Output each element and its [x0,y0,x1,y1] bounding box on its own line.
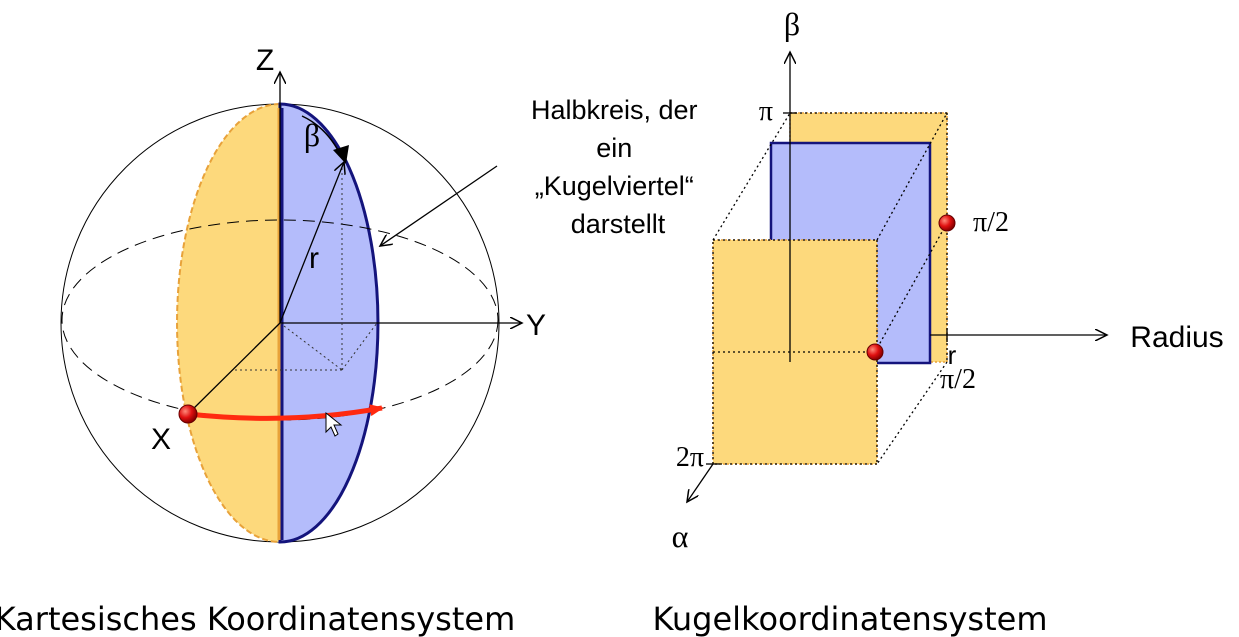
annotation-line-1: Halbkreis, der [531,95,698,125]
pi-tick-label: π [759,96,773,127]
lower-point-dot [866,343,884,361]
projection-lines [235,165,378,371]
cartesian-sphere-diagram: Z Y X r β Halbkreis, der ein „Kugelviert… [0,44,705,637]
cartesian-caption: Kartesisches Koordinatensystem [0,600,515,637]
upper-point-dot [938,214,956,232]
annotation-arrow [380,165,498,246]
two-pi-tick-label: 2π [676,442,704,473]
x-point-dot [178,404,198,424]
r-tick-label: r [948,340,957,370]
beta-axis-label: β [784,6,800,42]
radius-line [279,162,344,324]
radius-label: r [309,242,319,275]
annotation-line-3: „Kugelviertel“ [535,171,694,201]
radius-axis-label: Radius [1130,321,1223,354]
beta-label: β [304,117,320,153]
pi-half-lower-label: π/2 [940,364,976,395]
pi-half-upper-label: π/2 [973,207,1009,238]
x-axis-line [187,322,281,415]
annotation-text: Halbkreis, der ein „Kugelviertel“ darste… [531,95,705,239]
spherical-caption: Kugelkoordinatensystem [653,600,1048,637]
beta-arrow-head [333,145,349,164]
y-axis-label: Y [526,309,546,342]
spherical-coordinate-diagram: β α Radius π π/2 r π/2 2π Kugelkoordinat… [653,6,1224,637]
annotation-line-2: ein [596,133,632,163]
x-axis-label: X [151,423,171,456]
mouse-cursor-icon [325,411,343,437]
z-axis-label: Z [256,44,274,77]
alpha-axis-line [687,463,714,502]
orange-half-disc [176,102,281,544]
red-rotation-arc [187,404,384,421]
alpha-axis-label: α [672,518,689,554]
annotation-line-4: darstellt [571,209,666,239]
